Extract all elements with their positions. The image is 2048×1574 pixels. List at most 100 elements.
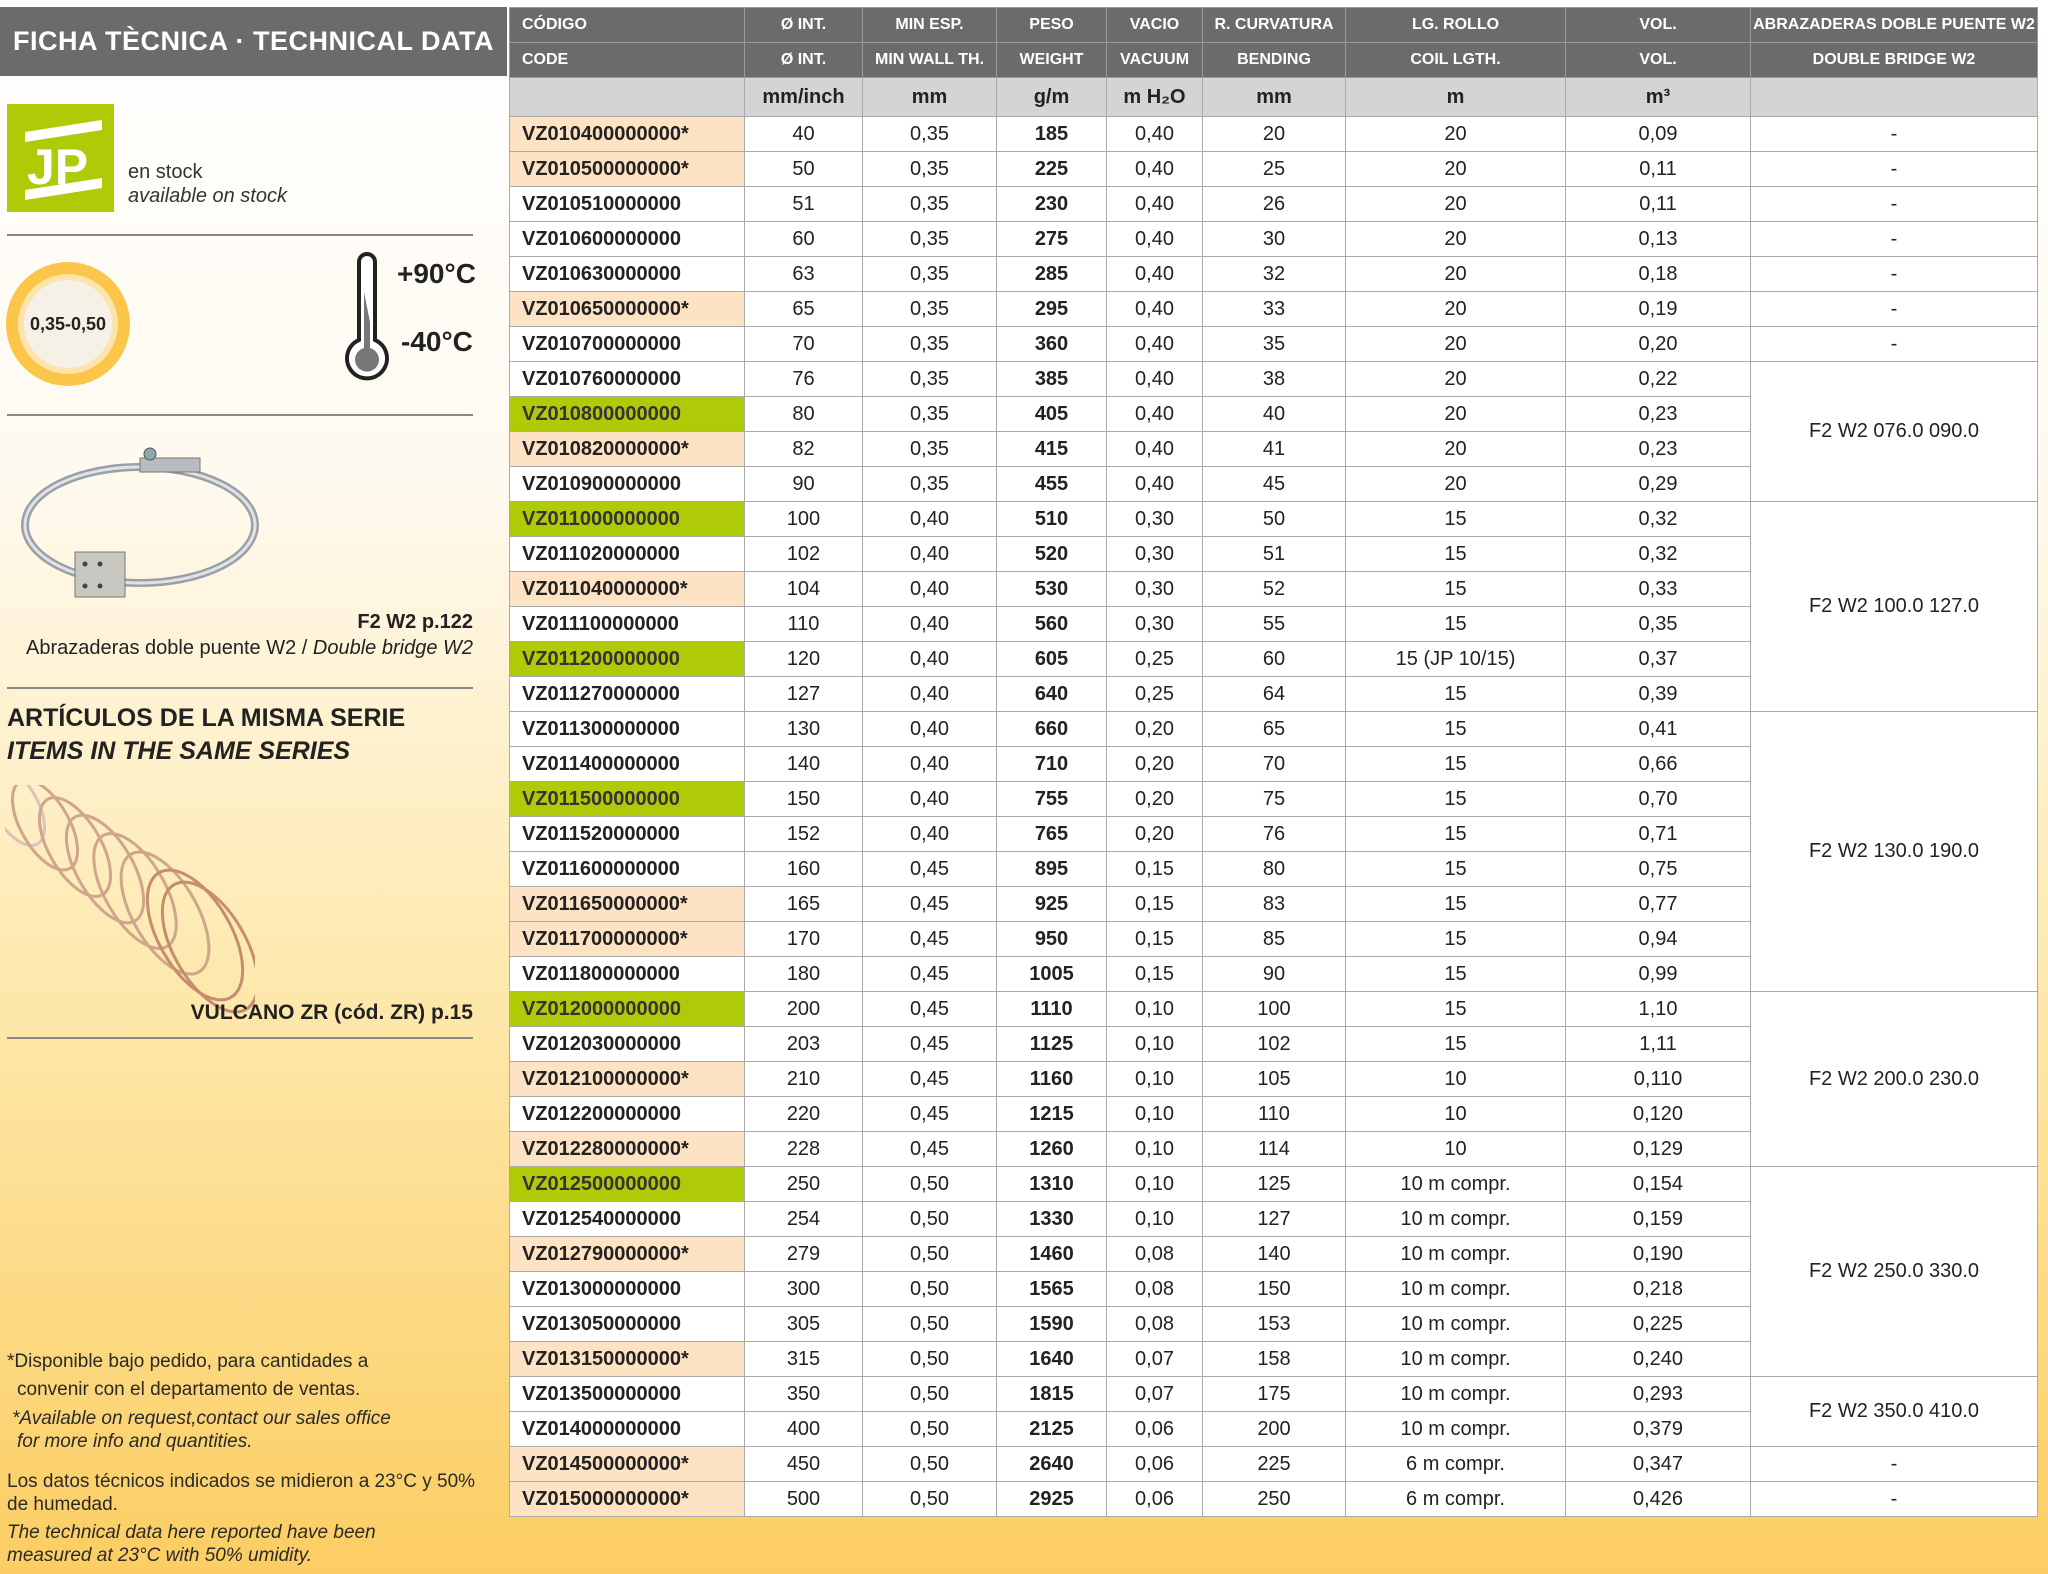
cell-coil-length: 10 (1345, 1131, 1566, 1167)
cell-inner-diameter: 65 (744, 291, 863, 327)
cell-inner-diameter: 160 (744, 851, 863, 887)
double-bridge-clamp: - (1750, 1481, 2038, 1517)
cell-inner-diameter: 210 (744, 1061, 863, 1097)
product-code: VZ011400000000 (509, 746, 745, 782)
cell-coil-length: 10 (1345, 1061, 1566, 1097)
table-row: VZ012500000000 250 0,50 1310 0,10 125 10 m com… (509, 1166, 2038, 1377)
cell-inner-diameter: 104 (744, 571, 863, 607)
note-es-1: *Disponible bajo pedido, para cantidades… (7, 1351, 369, 1372)
cell-weight: 385 (996, 361, 1107, 397)
cell-min-wall: 0,45 (862, 1061, 997, 1097)
table-row: VZ011500000000 150 0,40 755 0,20 75 15 0,70 (509, 781, 2038, 817)
header-double-bridge-en: DOUBLE BRIDGE W2 (1750, 42, 2038, 78)
product-code: VZ015000000000* (509, 1481, 745, 1517)
cell-coil-length: 15 (1345, 921, 1566, 957)
cell-volume: 0,11 (1565, 151, 1751, 187)
double-bridge-clamp: - (1750, 186, 2038, 222)
note-en-2: for more info and quantities. (17, 1431, 253, 1452)
cell-volume: 1,11 (1565, 1026, 1751, 1062)
cell-weight: 415 (996, 431, 1107, 467)
table-row: VZ010800000000 80 0,35 405 0,40 40 20 0,23 (509, 396, 2038, 432)
cell-weight: 520 (996, 536, 1107, 572)
cell-inner-diameter: 203 (744, 1026, 863, 1062)
unit-inner-diameter: mm/inch (744, 77, 863, 117)
stock-label-en: available on stock (128, 185, 287, 207)
cell-vacuum: 0,07 (1106, 1376, 1203, 1412)
cell-min-wall: 0,40 (862, 781, 997, 817)
cell-coil-length: 20 (1345, 256, 1566, 292)
clamp-caption-es: Abrazaderas doble puente W2 / (26, 637, 313, 659)
cell-bending: 30 (1202, 221, 1346, 257)
cell-bending: 41 (1202, 431, 1346, 467)
cell-min-wall: 0,45 (862, 1026, 997, 1062)
product-code: VZ013050000000 (509, 1306, 745, 1342)
product-code: VZ011270000000 (509, 676, 745, 712)
header-code-en: CODE (509, 42, 745, 78)
table-row: VZ012030000000 203 0,45 1125 0,10 102 15 1,11 (509, 1026, 2038, 1062)
cell-min-wall: 0,35 (862, 151, 997, 187)
cell-bending: 76 (1202, 816, 1346, 852)
product-code: VZ011650000000* (509, 886, 745, 922)
table-row: VZ015000000000* 500 0,50 2925 0,06 250 6 m com… (509, 1481, 2038, 1517)
cell-vacuum: 0,30 (1106, 606, 1203, 642)
header-volume-en: VOL. (1565, 42, 1751, 78)
cell-vacuum: 0,40 (1106, 256, 1203, 292)
cell-inner-diameter: 200 (744, 991, 863, 1027)
cell-volume: 0,18 (1565, 256, 1751, 292)
cell-bending: 26 (1202, 186, 1346, 222)
cell-vacuum: 0,08 (1106, 1236, 1203, 1272)
cell-min-wall: 0,35 (862, 291, 997, 327)
cell-coil-length: 20 (1345, 396, 1566, 432)
cell-volume: 0,35 (1565, 606, 1751, 642)
table-row: VZ010900000000 90 0,35 455 0,40 45 20 0,29 (509, 466, 2038, 502)
table-row: VZ011300000000 130 0,40 660 0,20 65 15 0,41 F2 W… (509, 711, 2038, 992)
unit-code (509, 77, 745, 117)
cell-coil-length: 15 (1345, 816, 1566, 852)
product-code: VZ011040000000* (509, 571, 745, 607)
series-subtitle: ITEMS IN THE SAME SERIES (7, 737, 351, 765)
cell-bending: 150 (1202, 1271, 1346, 1307)
cell-inner-diameter: 254 (744, 1201, 863, 1237)
cell-bending: 38 (1202, 361, 1346, 397)
cell-bending: 80 (1202, 851, 1346, 887)
cell-min-wall: 0,50 (862, 1411, 997, 1447)
cell-volume: 0,218 (1565, 1271, 1751, 1307)
cell-bending: 158 (1202, 1341, 1346, 1377)
cell-volume: 0,37 (1565, 641, 1751, 677)
cell-vacuum: 0,10 (1106, 1026, 1203, 1062)
cell-coil-length: 15 (1345, 851, 1566, 887)
cell-bending: 114 (1202, 1131, 1346, 1167)
cell-inner-diameter: 300 (744, 1271, 863, 1307)
cell-bending: 127 (1202, 1201, 1346, 1237)
cell-vacuum: 0,40 (1106, 186, 1203, 222)
table-row: VZ010630000000 63 0,35 285 0,40 32 20 0,18- (509, 256, 2038, 292)
double-bridge-clamp: F2 W2 350.0 410.0 (1750, 1376, 2038, 1447)
cell-weight: 1215 (996, 1096, 1107, 1132)
product-code: VZ012200000000 (509, 1096, 745, 1132)
divider (7, 234, 473, 236)
cell-inner-diameter: 279 (744, 1236, 863, 1272)
cell-weight: 1640 (996, 1341, 1107, 1377)
series-item-vulcano-link[interactable]: VULCANO ZR (cód. ZR) p.15 (190, 1001, 473, 1024)
stock-label-es: en stock (128, 161, 203, 183)
divider (7, 1037, 473, 1039)
double-bridge-clamp: - (1750, 1446, 2038, 1482)
cell-bending: 105 (1202, 1061, 1346, 1097)
cell-inner-diameter: 51 (744, 186, 863, 222)
table-row: VZ010700000000 70 0,35 360 0,40 35 20 0,20- (509, 326, 2038, 362)
cell-weight: 2925 (996, 1481, 1107, 1517)
table-row: VZ010760000000 76 0,35 385 0,40 38 20 0,22 F2 W2… (509, 361, 2038, 502)
cell-inner-diameter: 350 (744, 1376, 863, 1412)
cell-weight: 510 (996, 501, 1107, 537)
cell-weight: 295 (996, 291, 1107, 327)
cell-bending: 225 (1202, 1446, 1346, 1482)
cell-inner-diameter: 63 (744, 256, 863, 292)
table-row: VZ012790000000* 279 0,50 1460 0,08 140 10 m co… (509, 1236, 2038, 1272)
table-row: VZ014000000000 400 0,50 2125 0,06 200 10 m com… (509, 1411, 2038, 1447)
cell-volume: 0,20 (1565, 326, 1751, 362)
double-bridge-clamp-image (20, 440, 270, 625)
cell-coil-length: 15 (1345, 746, 1566, 782)
cell-bending: 45 (1202, 466, 1346, 502)
cell-weight: 560 (996, 606, 1107, 642)
table-row: VZ011000000000 100 0,40 510 0,30 50 15 0,32 F2 W… (509, 501, 2038, 712)
